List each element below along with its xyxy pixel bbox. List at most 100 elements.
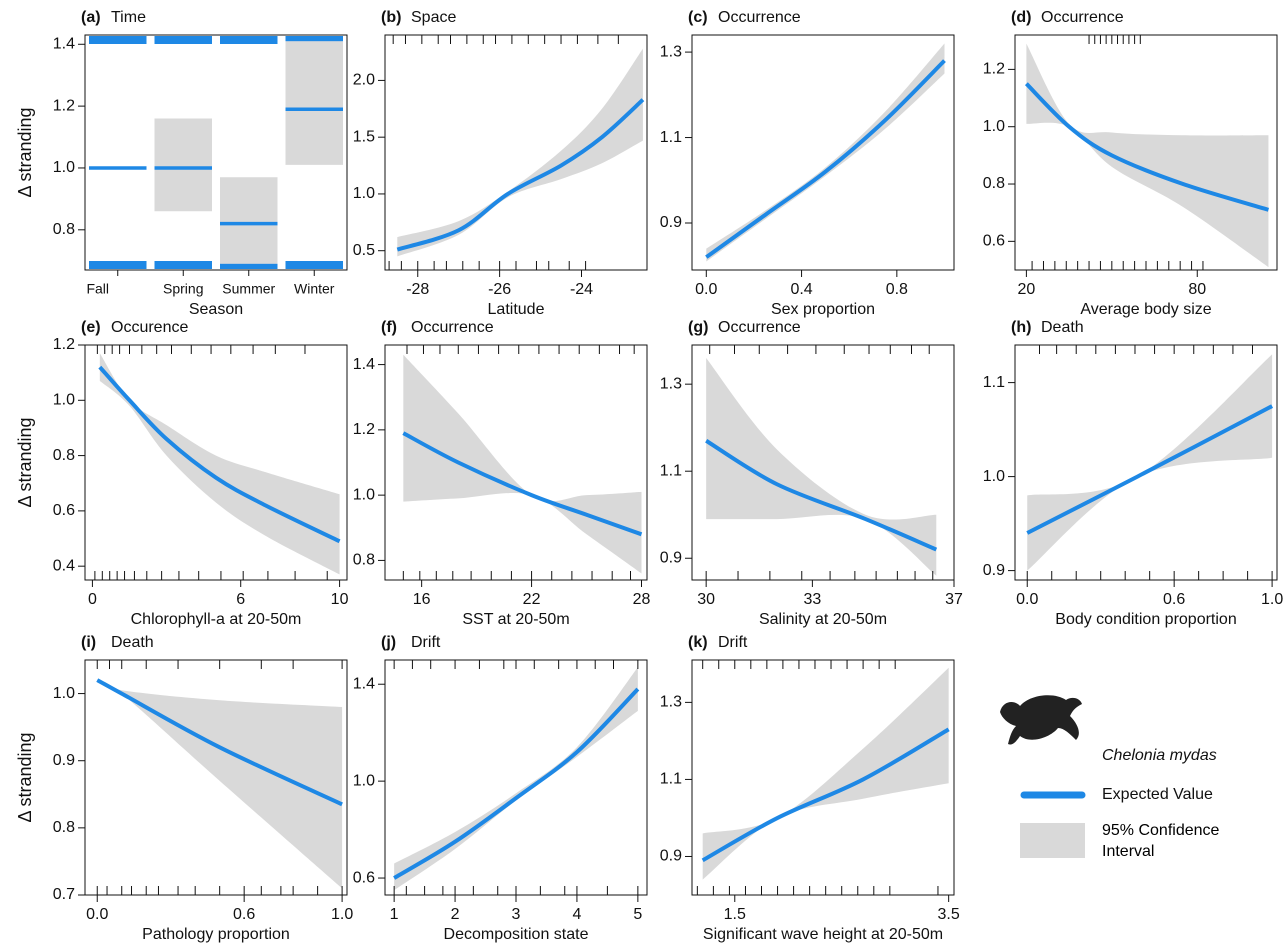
- x-tick-label: 3.5: [938, 906, 960, 923]
- panel-title: Death: [1041, 319, 1084, 336]
- y-tick-label: 0.8: [353, 552, 375, 569]
- y-tick-label: 1.2: [53, 97, 75, 114]
- x-tick-label: -24: [570, 281, 593, 298]
- y-tick-label: 1.0: [983, 468, 1005, 485]
- x-tick-label: 0: [88, 591, 97, 608]
- y-tick-label: 0.9: [983, 562, 1005, 579]
- y-tick-label: 0.8: [53, 447, 75, 464]
- y-tick-label: 1.0: [353, 772, 375, 789]
- y-tick-label: 1.3: [660, 694, 682, 711]
- panel-label: (f): [381, 319, 397, 336]
- x-axis-label: Salinity at 20-50m: [759, 611, 887, 628]
- panel-label: (b): [381, 9, 401, 26]
- y-tick-label: 0.4: [53, 557, 75, 574]
- y-tick-label: 1.2: [983, 61, 1005, 78]
- turtle-icon: [1000, 695, 1082, 744]
- panel-label: (c): [688, 9, 708, 26]
- x-tick-label: 0.4: [790, 281, 812, 298]
- x-tick-label: 4: [572, 906, 581, 923]
- panel-title: Drift: [411, 634, 441, 651]
- y-tick-label: 0.8: [53, 819, 75, 836]
- ci-area: [706, 358, 936, 576]
- legend-line-label: Expected Value: [1102, 786, 1213, 803]
- panel-title: Occurrence: [718, 319, 801, 336]
- ci-area: [403, 355, 641, 574]
- ci-area: [100, 353, 340, 574]
- y-tick-label: 0.9: [53, 752, 75, 769]
- x-axis-label: SST at 20-50m: [462, 611, 569, 628]
- x-tick-label: Summer: [222, 281, 275, 297]
- x-axis-label: Sex proportion: [771, 301, 875, 318]
- expected-value-line: [1027, 406, 1272, 533]
- y-tick-label: 1.4: [353, 356, 375, 373]
- x-tick-label: 1: [390, 906, 399, 923]
- x-axis-label: Pathology proportion: [142, 926, 290, 943]
- ci-band: [286, 41, 344, 165]
- y-tick-label: 1.0: [983, 118, 1005, 135]
- legend-species: Chelonia mydas: [1102, 747, 1217, 764]
- y-tick-label: 1.2: [53, 336, 75, 353]
- x-tick-label: -26: [488, 281, 511, 298]
- x-tick-label: 0.0: [86, 906, 108, 923]
- x-tick-label: 37: [945, 591, 963, 608]
- y-tick-label: 0.8: [53, 221, 75, 238]
- page: Chelonia mydas Expected Value (a)TimeSea…: [0, 0, 1287, 952]
- panel-title: Drift: [718, 634, 748, 651]
- x-tick-label: 0.8: [886, 281, 908, 298]
- ci-band: [220, 177, 278, 264]
- y-tick-label: 0.6: [53, 502, 75, 519]
- y-tick-label: 1.4: [53, 35, 75, 52]
- panel-title: Occurrence: [411, 319, 494, 336]
- y-tick-label: 0.9: [660, 549, 682, 566]
- y-tick-label: 1.5: [353, 128, 375, 145]
- category-band-bottom: [286, 261, 344, 269]
- ci-band: [155, 118, 213, 211]
- x-axis-label: Average body size: [1080, 301, 1211, 318]
- ci-area: [1027, 354, 1272, 570]
- x-tick-label: 1.0: [1261, 591, 1283, 608]
- y-tick-label: 1.1: [660, 129, 682, 146]
- ci-area: [703, 668, 949, 880]
- chart: Chelonia mydas Expected Value (a)TimeSea…: [0, 0, 1287, 952]
- x-tick-label: 6: [236, 591, 245, 608]
- ci-area: [706, 44, 944, 262]
- y-tick-label: 1.2: [353, 421, 375, 438]
- x-axis-label: Season: [189, 301, 243, 318]
- ci-area: [97, 680, 342, 888]
- panel-label: (h): [1011, 319, 1031, 336]
- x-axis-label: Latitude: [488, 301, 545, 318]
- x-tick-label: 0.6: [233, 906, 255, 923]
- x-tick-label: 5: [633, 906, 642, 923]
- x-tick-label: 30: [697, 591, 715, 608]
- x-tick-label: Spring: [163, 281, 203, 297]
- legend-ci-swatch: [1020, 823, 1085, 858]
- y-tick-label: 0.9: [660, 214, 682, 231]
- y-tick-label: 1.1: [983, 374, 1005, 391]
- panel-title: Time: [111, 9, 146, 26]
- y-tick-label: 0.6: [353, 869, 375, 886]
- x-tick-label: -28: [406, 281, 429, 298]
- x-tick-label: 0.0: [695, 281, 717, 298]
- x-tick-label: 3: [512, 906, 521, 923]
- y-axis-label: Δ stranding: [15, 107, 35, 197]
- y-tick-label: 1.0: [53, 392, 75, 409]
- x-tick-label: 80: [1188, 281, 1206, 298]
- x-tick-label: Winter: [294, 281, 335, 297]
- x-tick-label: 16: [413, 591, 431, 608]
- x-tick-label: 22: [523, 591, 541, 608]
- panel-label: (e): [81, 319, 101, 336]
- category-band-bottom: [155, 261, 213, 269]
- y-tick-label: 0.5: [353, 242, 375, 259]
- y-tick-label: 0.6: [983, 233, 1005, 250]
- x-tick-label: 1.5: [724, 906, 746, 923]
- y-tick-label: 1.3: [660, 43, 682, 60]
- x-axis-label: Body condition proportion: [1055, 611, 1236, 628]
- y-tick-label: 1.0: [53, 159, 75, 176]
- y-tick-label: 1.1: [660, 462, 682, 479]
- panel-label: (j): [381, 634, 396, 651]
- legend-ci-label: 95% Confidence Interval: [1102, 820, 1262, 862]
- x-tick-label: 0.0: [1016, 591, 1038, 608]
- x-axis-label: Significant wave height at 20-50m: [703, 926, 943, 943]
- x-tick-label: 33: [803, 591, 821, 608]
- ci-area: [397, 49, 643, 257]
